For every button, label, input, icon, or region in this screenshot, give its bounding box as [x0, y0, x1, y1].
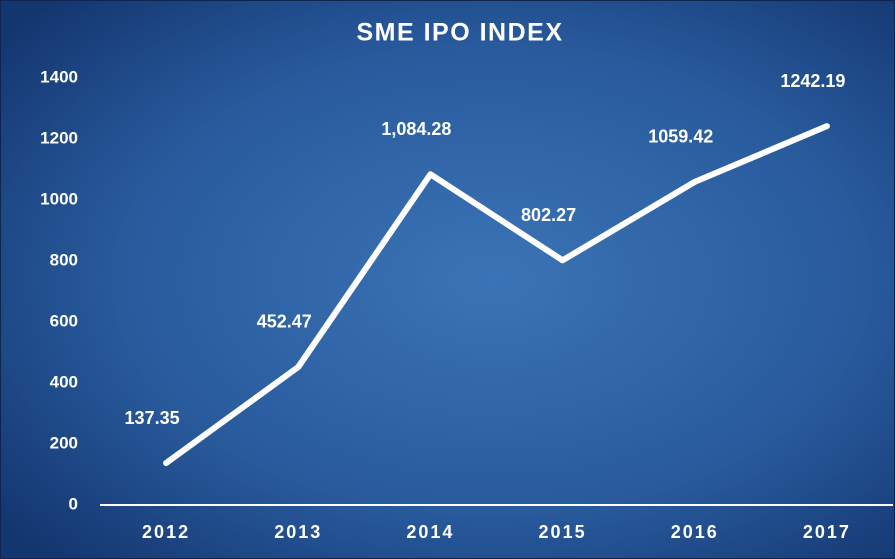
- x-tick-label: 2016: [671, 522, 719, 542]
- y-tick-label: 200: [50, 433, 78, 452]
- x-tick-label: 2017: [803, 522, 851, 542]
- y-tick-label: 1200: [40, 128, 78, 147]
- line: [163, 123, 830, 467]
- x-tick-label: 2014: [406, 522, 454, 542]
- data-label: 1,084.28: [381, 119, 451, 139]
- y-tick-label: 600: [50, 311, 78, 330]
- x-tick-label: 2012: [142, 522, 190, 542]
- y-tick-label: 1000: [40, 189, 78, 208]
- x-tick-label: 2015: [539, 522, 587, 542]
- y-tick-label: 1400: [40, 67, 78, 86]
- data-label: 802.27: [521, 205, 576, 225]
- y-tick-label: 400: [50, 372, 78, 391]
- data-label: 1059.42: [648, 127, 713, 147]
- y-tick-label: 800: [50, 250, 78, 269]
- chart-title: SME IPO INDEX: [356, 19, 563, 47]
- data-label: 452.47: [257, 312, 312, 332]
- data-label: 1242.19: [780, 71, 845, 91]
- x-tick-label: 2013: [274, 522, 322, 542]
- data-label: 137.35: [125, 408, 180, 428]
- y-tick-label: 0: [69, 494, 78, 513]
